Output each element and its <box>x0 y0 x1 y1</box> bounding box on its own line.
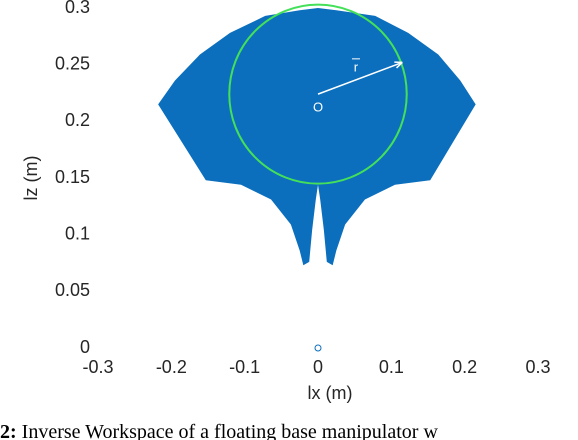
y-tick-label: 0.15 <box>55 167 90 187</box>
y-tick-label: 0.1 <box>65 223 90 243</box>
x-tick-label: -0.3 <box>82 357 113 377</box>
x-tick-label: -0.1 <box>229 357 260 377</box>
y-tick-label: 0.3 <box>65 0 90 17</box>
x-tick-label: 0.3 <box>525 357 550 377</box>
radius-label: r <box>354 59 359 74</box>
caption-label: 2: <box>0 421 17 440</box>
caption-text: Inverse Workspace of a floating base man… <box>22 421 439 440</box>
y-axis-label: lz (m) <box>21 156 41 201</box>
center-label: O <box>313 100 323 115</box>
x-tick-label: 0.1 <box>379 357 404 377</box>
origin-marker <box>314 344 322 352</box>
radius-arrow <box>317 61 403 95</box>
workspace-region <box>158 8 476 266</box>
x-tick-label: 0.2 <box>452 357 477 377</box>
arrow-head <box>394 61 403 69</box>
y-tick-label: 0.25 <box>55 53 90 73</box>
x-tick-label: 0 <box>313 357 323 377</box>
x-tick-label: -0.2 <box>156 357 187 377</box>
y-tick-label: 0.05 <box>55 280 90 300</box>
y-tick-label: 0.2 <box>65 110 90 130</box>
inscribed-circle <box>228 3 408 185</box>
x-axis-label: lx (m) <box>308 383 353 403</box>
caption: 2: Inverse Workspace of a floating base … <box>0 421 438 440</box>
y-tick-label: 0 <box>80 337 90 357</box>
